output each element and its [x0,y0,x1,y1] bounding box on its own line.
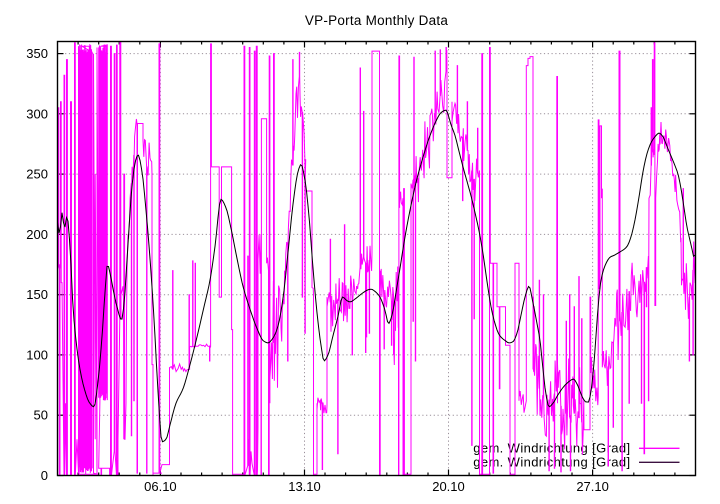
svg-text:27.10: 27.10 [576,479,609,494]
svg-text:150: 150 [26,287,48,302]
svg-text:gem. Windrichtung [Grad]: gem. Windrichtung [Grad] [473,455,630,470]
svg-text:100: 100 [26,347,48,362]
svg-text:20.10: 20.10 [432,479,465,494]
svg-text:50: 50 [34,408,48,423]
svg-text:200: 200 [26,227,48,242]
svg-text:250: 250 [26,167,48,182]
svg-text:300: 300 [26,106,48,121]
svg-text:13.10: 13.10 [288,479,321,494]
svg-text:gem. Windrichtung [Grad]: gem. Windrichtung [Grad] [473,441,630,456]
svg-text:VP-Porta Monthly Data: VP-Porta Monthly Data [305,13,449,28]
svg-text:0: 0 [41,468,48,483]
svg-text:06.10: 06.10 [144,479,177,494]
svg-text:350: 350 [26,46,48,61]
